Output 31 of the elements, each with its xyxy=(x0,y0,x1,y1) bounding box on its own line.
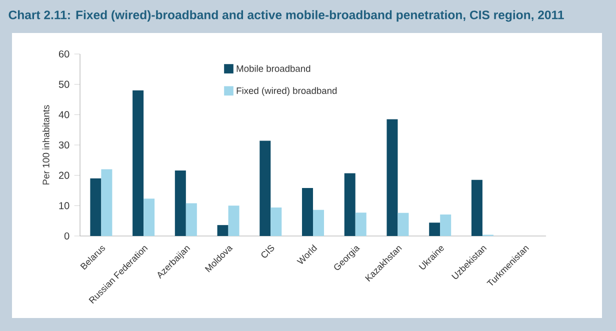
bar xyxy=(398,212,409,236)
legend-label: Fixed (wired) broadband xyxy=(236,87,337,96)
bar xyxy=(101,169,112,236)
bar xyxy=(228,206,240,236)
legend-label: Mobile broadband xyxy=(236,65,310,72)
bar xyxy=(90,178,102,236)
bar xyxy=(440,214,452,236)
bar xyxy=(344,173,356,236)
bar xyxy=(313,210,324,236)
x-tick-label: CIS xyxy=(261,245,274,258)
bar xyxy=(302,188,314,236)
y-axis-title: Per 100 inhabitants xyxy=(42,105,50,184)
y-tick-label: 50 xyxy=(58,80,70,88)
bar xyxy=(429,222,440,236)
y-tick-label: 40 xyxy=(58,111,70,118)
bar xyxy=(144,198,155,236)
bar xyxy=(260,140,271,236)
bar xyxy=(270,207,282,236)
bar xyxy=(471,180,482,236)
bar xyxy=(174,170,186,236)
bar xyxy=(217,225,228,236)
y-tick-label: 10 xyxy=(59,202,70,210)
y-tick-label: 0 xyxy=(64,232,70,240)
bar xyxy=(355,212,366,236)
y-tick-label: 20 xyxy=(58,172,70,179)
chart-title: Chart 2.11: Fixed (wired)-broadband and active mobile-broadband penetration, CIS region, 2011 xyxy=(8,10,564,22)
bar xyxy=(132,90,144,236)
y-tick-label: 30 xyxy=(58,141,70,149)
bar xyxy=(186,203,197,236)
y-tick-label: 60 xyxy=(58,50,70,58)
bar xyxy=(386,119,398,236)
